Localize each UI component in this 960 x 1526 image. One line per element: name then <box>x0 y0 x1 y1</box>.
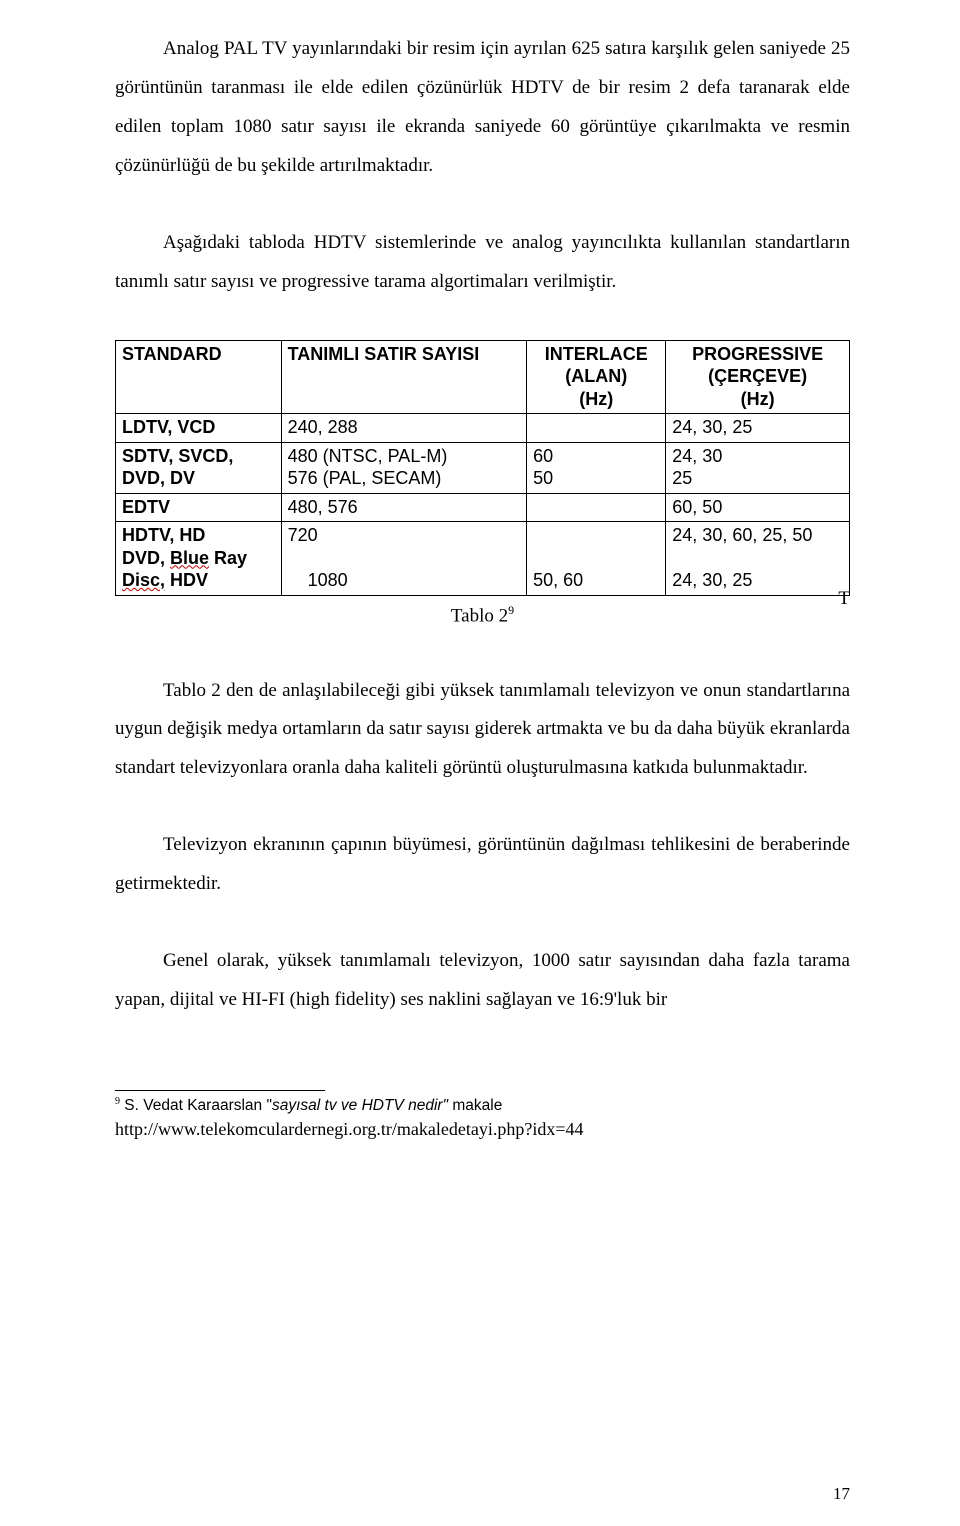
cell-lines: 480, 576 <box>281 493 527 522</box>
cell-interlace <box>527 414 666 443</box>
footnote: 9 S. Vedat Karaarslan "sayısal tv ve HDT… <box>115 1095 850 1142</box>
cell-lines: 480 (NTSC, PAL-M)576 (PAL, SECAM) <box>281 442 527 493</box>
standards-table: STANDARD TANIMLI SATIR SAYISI INTERLACE … <box>115 340 850 596</box>
cell-standard: HDTV, HD DVD, Blue Ray Disc, HDV <box>116 522 282 596</box>
th-standard: STANDARD <box>116 340 282 414</box>
cell-interlace <box>527 493 666 522</box>
cell-progressive: 24, 30, 25 <box>666 414 850 443</box>
table-caption-row: T Tablo 29 <box>115 602 850 630</box>
cell-interlace: 6050 <box>527 442 666 493</box>
paragraph-5: Genel olarak, yüksek tanımlamalı televiz… <box>115 942 850 1020</box>
footnote-title-rest: makale <box>448 1097 502 1114</box>
cell-lines: 240, 288 <box>281 414 527 443</box>
th-line-count: TANIMLI SATIR SAYISI <box>281 340 527 414</box>
paragraph-1-text: Analog PAL TV yayınlarındaki bir resim i… <box>115 38 850 176</box>
table-caption: Tablo 29 <box>115 602 850 630</box>
paragraph-2-text: Aşağıdaki tabloda HDTV sistemlerinde ve … <box>115 232 850 292</box>
table-row: LDTV, VCD 240, 288 24, 30, 25 <box>116 414 850 443</box>
paragraph-5-text: Genel olarak, yüksek tanımlamalı televiz… <box>115 950 850 1010</box>
caption-letter-T: T <box>838 588 850 610</box>
table-header-row: STANDARD TANIMLI SATIR SAYISI INTERLACE … <box>116 340 850 414</box>
th-progressive-l1: PROGRESSIVE <box>692 344 823 364</box>
cell-lines: 720 1080 <box>281 522 527 596</box>
footnote-title-italic: sayısal tv ve HDTV nedir" <box>272 1097 448 1114</box>
cell-progressive: 24, 30, 60, 25, 50 24, 30, 25 <box>666 522 850 596</box>
page-number: 17 <box>833 1484 850 1504</box>
th-interlace-l2: (ALAN) <box>565 366 627 386</box>
table-row: SDTV, SVCD,DVD, DV 480 (NTSC, PAL-M)576 … <box>116 442 850 493</box>
paragraph-4: Televizyon ekranının çapının büyümesi, g… <box>115 826 850 904</box>
th-interlace-l3: (Hz) <box>579 389 613 409</box>
paragraph-3: Tablo 2 den de anlaşılabileceği gibi yük… <box>115 672 850 789</box>
th-interlace-l1: INTERLACE <box>545 344 648 364</box>
standards-table-wrap: STANDARD TANIMLI SATIR SAYISI INTERLACE … <box>115 340 850 596</box>
cell-progressive: 60, 50 <box>666 493 850 522</box>
th-progressive-l3: (Hz) <box>741 389 775 409</box>
table-row: HDTV, HD DVD, Blue Ray Disc, HDV 720 108… <box>116 522 850 596</box>
table-row: EDTV 480, 576 60, 50 <box>116 493 850 522</box>
th-progressive-l2: (ÇERÇEVE) <box>708 366 807 386</box>
table-caption-sup: 9 <box>508 603 514 617</box>
th-progressive: PROGRESSIVE (ÇERÇEVE) (Hz) <box>666 340 850 414</box>
paragraph-4-text: Televizyon ekranının çapının büyümesi, g… <box>115 834 850 894</box>
th-interlace: INTERLACE (ALAN) (Hz) <box>527 340 666 414</box>
footnote-separator <box>115 1090 325 1091</box>
paragraph-1: Analog PAL TV yayınlarındaki bir resim i… <box>115 30 850 186</box>
paragraph-2: Aşağıdaki tabloda HDTV sistemlerinde ve … <box>115 224 850 302</box>
table-caption-text: Tablo 2 <box>451 605 508 626</box>
paragraph-3-text: Tablo 2 den de anlaşılabileceği gibi yük… <box>115 680 850 779</box>
cell-standard: SDTV, SVCD,DVD, DV <box>116 442 282 493</box>
cell-standard: LDTV, VCD <box>116 414 282 443</box>
cell-standard: EDTV <box>116 493 282 522</box>
footnote-url: http://www.telekomculardernegi.org.tr/ma… <box>115 1119 584 1139</box>
footnote-author: S. Vedat Karaarslan <box>120 1097 266 1114</box>
cell-interlace: 50, 60 <box>527 522 666 596</box>
cell-progressive: 24, 3025 <box>666 442 850 493</box>
